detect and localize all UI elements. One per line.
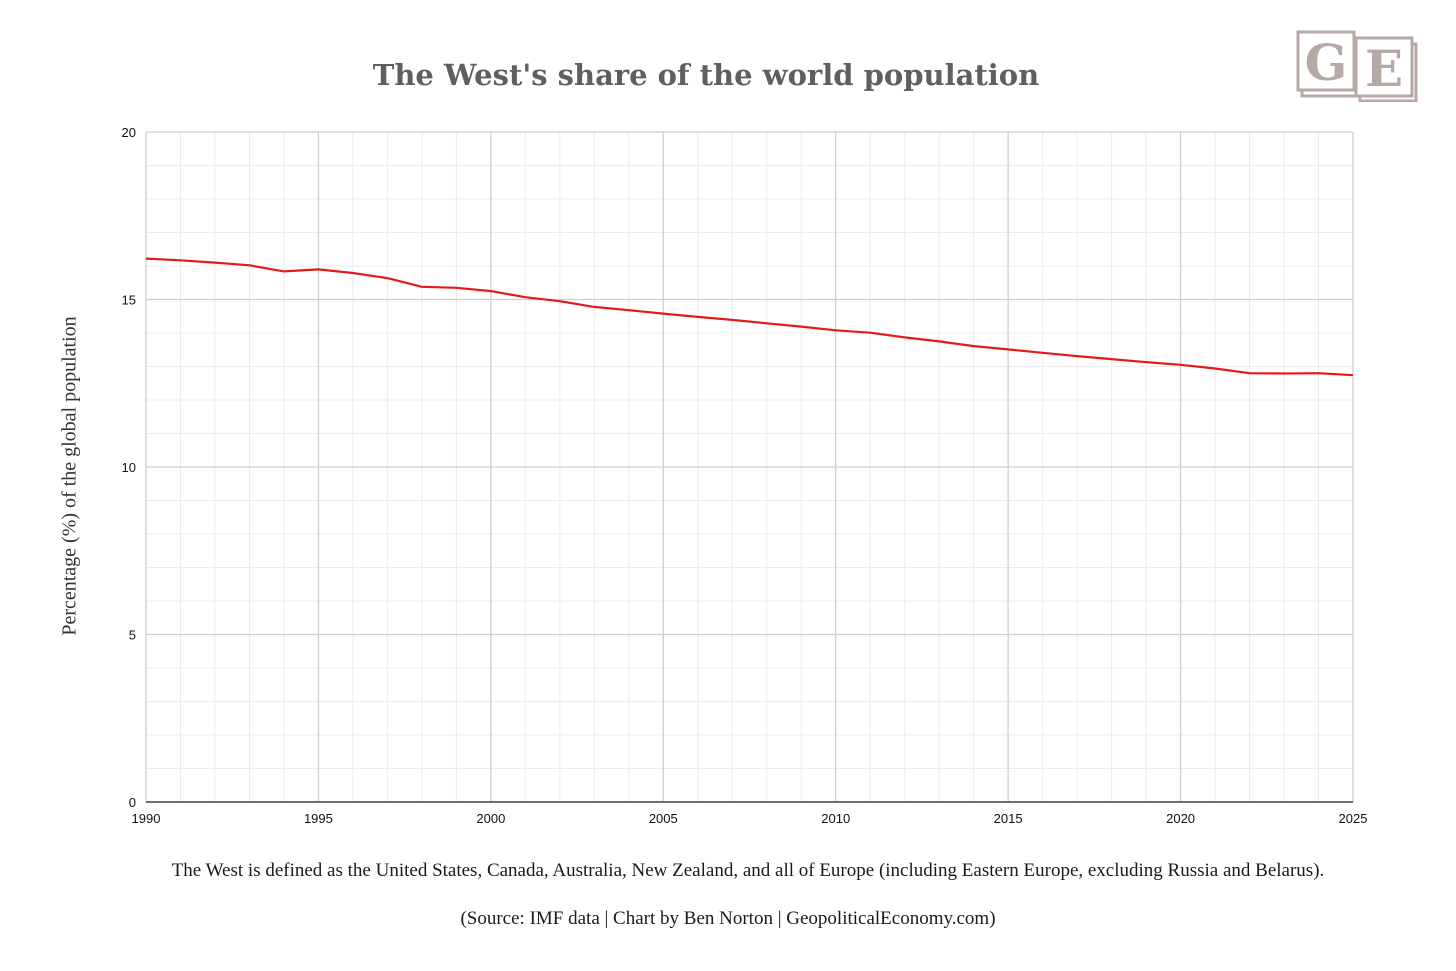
x-tick-label: 2015: [994, 811, 1023, 826]
series-line-the-west: [145, 257, 1354, 377]
logo-letter-g: G: [1305, 33, 1348, 92]
series-layer: [145, 257, 1354, 377]
source-note: (Source: IMF data | Chart by Ben Norton …: [460, 908, 996, 929]
x-axis-tick-labels: 1990 1995 2000 2005 2010 2015 2020 2025: [132, 811, 1368, 826]
x-tick-label: 2025: [1339, 811, 1368, 826]
minor-gridlines: [146, 132, 1353, 802]
y-tick-label: 15: [122, 293, 136, 308]
x-tick-label: 2005: [649, 811, 678, 826]
y-tick-label: 10: [122, 460, 136, 475]
y-tick-label: 20: [122, 125, 136, 140]
logo-letter-e: E: [1365, 39, 1403, 98]
y-tick-label: 0: [129, 795, 136, 810]
x-tick-label: 1990: [132, 811, 161, 826]
x-tick-label: 1995: [304, 811, 333, 826]
x-tick-label: 2000: [476, 811, 505, 826]
y-axis-label: Percentage (%) of the global population: [58, 316, 81, 636]
y-tick-label: 5: [129, 628, 136, 643]
y-axis-tick-labels: 0 5 10 15 20: [122, 125, 136, 810]
ge-logo: G E: [1296, 30, 1418, 102]
west-definition-note: The West is defined as the United States…: [171, 860, 1325, 881]
x-tick-label: 2010: [821, 811, 850, 826]
x-tick-label: 2020: [1166, 811, 1195, 826]
chart-title: The West's share of the world population: [372, 58, 1040, 92]
